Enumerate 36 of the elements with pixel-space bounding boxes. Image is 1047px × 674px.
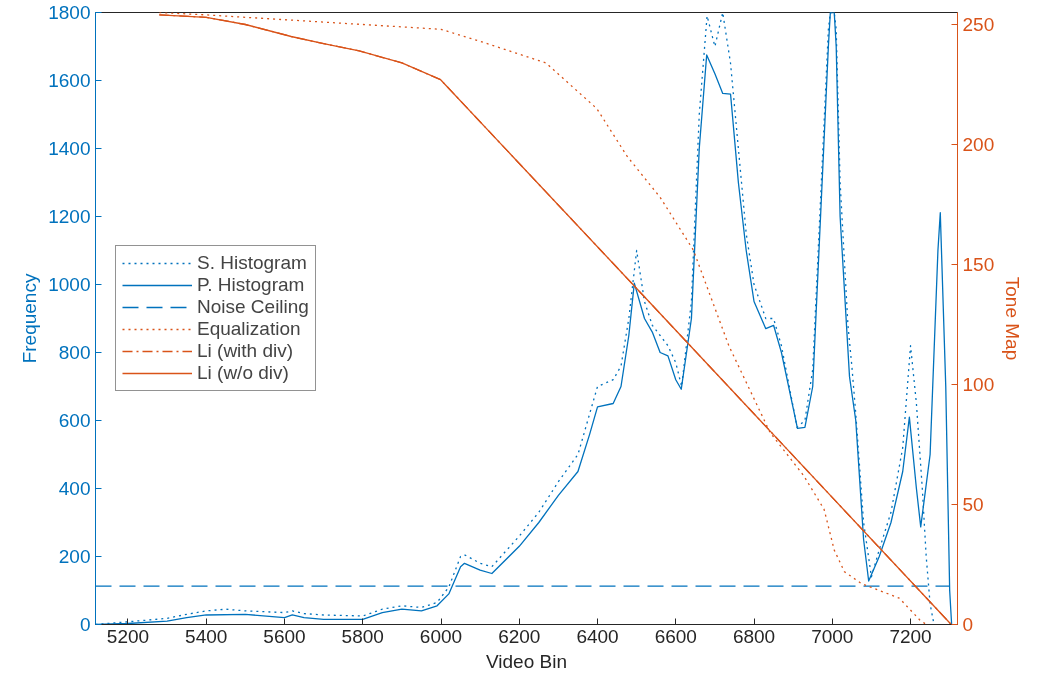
legend-label: Equalization [197, 318, 301, 340]
y-tick-label: 600 [58, 410, 91, 431]
legend-label: S. Histogram [197, 252, 307, 274]
legend-label: Li (w/o div) [197, 362, 289, 384]
y2-tick-label: 100 [962, 374, 995, 395]
y-tick-label: 200 [58, 546, 91, 567]
y-axis-title: Frequency [19, 273, 41, 364]
y-tick-label: 400 [58, 478, 91, 499]
y-tick-label: 1400 [48, 138, 91, 159]
x-tick-label: 5600 [263, 625, 306, 647]
x-tick-label: 7200 [889, 625, 932, 647]
legend-label: P. Histogram [197, 274, 305, 296]
x-tick-label: 6000 [419, 625, 463, 647]
y-tick-label: 1000 [48, 274, 91, 295]
x-tick-label: 6200 [498, 625, 541, 647]
y-tick-label: 1600 [48, 70, 91, 91]
x-tick-label: 5200 [106, 625, 150, 647]
x-axis-title: Video Bin [486, 650, 567, 672]
x-tick-label: 6400 [576, 625, 619, 647]
x-tick-label: 6800 [732, 625, 776, 647]
y2-axis-title: Tone Map [1002, 276, 1024, 361]
y2-tick-label: 50 [962, 494, 984, 515]
y2-tick-label: 150 [962, 254, 995, 275]
x-tick-label: 7000 [811, 625, 854, 647]
y2-tick-label: 0 [962, 614, 974, 635]
y2-tick-label: 250 [962, 14, 995, 35]
y-tick-label: 0 [79, 614, 91, 635]
y2-tick-label: 200 [962, 134, 995, 155]
x-tick-label: 6600 [654, 625, 697, 647]
x-tick-label: 5400 [185, 625, 228, 647]
y-tick-label: 800 [58, 342, 91, 363]
y-tick-label: 1800 [48, 2, 91, 23]
legend-label: Noise Ceiling [197, 296, 309, 318]
legend-label: Li (with div) [197, 340, 294, 362]
x-tick-label: 5800 [341, 625, 384, 647]
y-tick-label: 1200 [48, 206, 91, 227]
